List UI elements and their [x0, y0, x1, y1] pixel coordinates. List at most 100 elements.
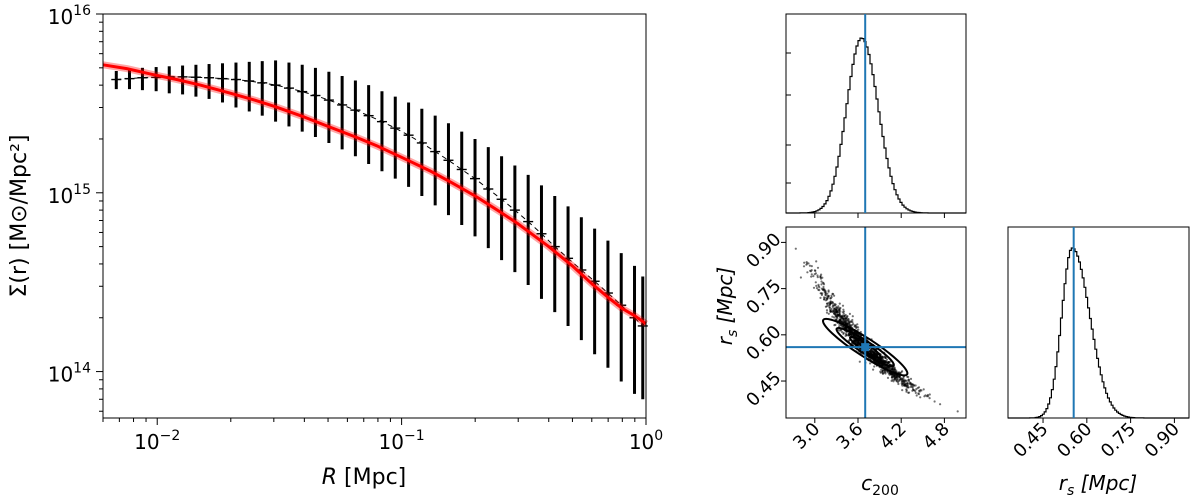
posterior-sample [833, 294, 836, 297]
posterior-sample [822, 287, 825, 290]
posterior-sample [820, 283, 823, 286]
joint-x-tick-label: 3.6 [832, 419, 867, 454]
posterior-sample [907, 380, 911, 383]
posterior-sample [815, 287, 819, 290]
posterior-sample [856, 323, 859, 326]
posterior-sample [893, 368, 896, 371]
posterior-sample [842, 308, 845, 311]
posterior-sample [808, 264, 812, 267]
posterior-sample [901, 389, 904, 392]
posterior-sample [802, 265, 806, 268]
posterior-sample [956, 410, 959, 413]
rs-histogram-panel: 0.45 0.60 0.75 0.90 rs [Mpc] [1007, 226, 1190, 498]
posterior-sample [833, 310, 837, 313]
joint-y-ticks: 0.450.600.750.90 [742, 229, 786, 411]
posterior-sample [886, 376, 890, 379]
posterior-sample [916, 386, 919, 390]
posterior-sample [833, 308, 836, 311]
posterior-sample [902, 380, 905, 383]
posterior-sample [907, 386, 910, 389]
posterior-sample [914, 391, 917, 394]
posterior-sample [822, 285, 825, 289]
posterior-sample [905, 388, 908, 391]
posterior-sample [822, 283, 826, 286]
posterior-sample [794, 247, 797, 250]
posterior-sample [872, 368, 875, 371]
posterior-sample [821, 292, 824, 295]
posterior-sample [825, 302, 829, 305]
posterior-sample [840, 330, 844, 334]
joint-x-tick-label: 3.0 [789, 419, 824, 454]
posterior-sample [900, 371, 903, 374]
rs-histogram [1008, 247, 1189, 419]
posterior-sample [831, 302, 834, 305]
posterior-sample [911, 389, 914, 392]
posterior-sample [837, 306, 840, 310]
posterior-sample [842, 332, 845, 335]
posterior-sample [832, 292, 835, 296]
posterior-sample [829, 300, 832, 303]
posterior-sample [933, 400, 936, 403]
profile-panel: 10−2 10−1 100 1014 1015 1016 R [Mpc] Σ(r) [M… [7, 3, 663, 490]
posterior-sample [853, 324, 856, 327]
posterior-sample [814, 281, 817, 284]
rs-x-tick-label: 0.75 [1097, 419, 1140, 462]
posterior-sample [820, 287, 823, 290]
y-tick-label: 1016 [48, 3, 91, 29]
contour-level [821, 317, 909, 377]
posterior-sample [870, 348, 873, 351]
posterior-sample [838, 308, 841, 311]
posterior-sample [830, 294, 833, 297]
posterior-sample [869, 362, 872, 365]
joint-x-ticks: 3.0 3.6 4.2 4.8 [789, 418, 954, 454]
posterior-sample [826, 297, 829, 300]
posterior-sample [813, 269, 817, 272]
posterior-sample [827, 301, 830, 304]
posterior-sample [822, 296, 826, 299]
profile-frame [102, 13, 647, 419]
posterior-sample [819, 277, 823, 280]
posterior-sample [839, 315, 843, 318]
posterior-sample [838, 302, 841, 305]
posterior-sample [819, 296, 822, 299]
posterior-sample [810, 265, 813, 268]
posterior-sample [825, 309, 829, 312]
posterior-sample [837, 310, 841, 314]
posterior-sample [879, 370, 882, 373]
posterior-sample [805, 261, 808, 264]
posterior-sample [903, 384, 906, 387]
data-median-line [116, 76, 644, 327]
posterior-sample [810, 275, 813, 278]
profile-plot-area [103, 14, 646, 418]
posterior-sample [877, 358, 880, 361]
posterior-sample [890, 376, 894, 379]
posterior-sample [839, 319, 842, 322]
posterior-sample [922, 388, 925, 391]
posterior-sample [920, 389, 923, 392]
c200-hist-frame [785, 13, 967, 214]
joint-x-tick-label: 4.8 [919, 419, 954, 454]
posterior-sample [834, 312, 837, 316]
posterior-sample [820, 280, 823, 283]
posterior-sample [840, 324, 843, 327]
posterior-sample [836, 317, 839, 320]
posterior-sample [909, 383, 913, 386]
posterior-sample [816, 276, 819, 279]
posterior-sample [844, 319, 847, 322]
posterior-sample [897, 382, 900, 386]
posterior-sample [927, 395, 930, 398]
posterior-sample [906, 381, 909, 384]
posterior-sample [829, 309, 832, 312]
posterior-sample [834, 323, 837, 326]
posterior-sample [884, 372, 887, 375]
posterior-sample [928, 397, 931, 400]
posterior-sample [836, 310, 839, 313]
posterior-sample [844, 321, 847, 324]
posterior-sample [901, 377, 904, 381]
posterior-sample [883, 356, 886, 359]
c200-histogram [786, 37, 966, 214]
posterior-sample [827, 290, 830, 293]
posterior-sample [857, 341, 860, 344]
posterior-sample [847, 321, 850, 324]
posterior-sample [859, 341, 862, 344]
